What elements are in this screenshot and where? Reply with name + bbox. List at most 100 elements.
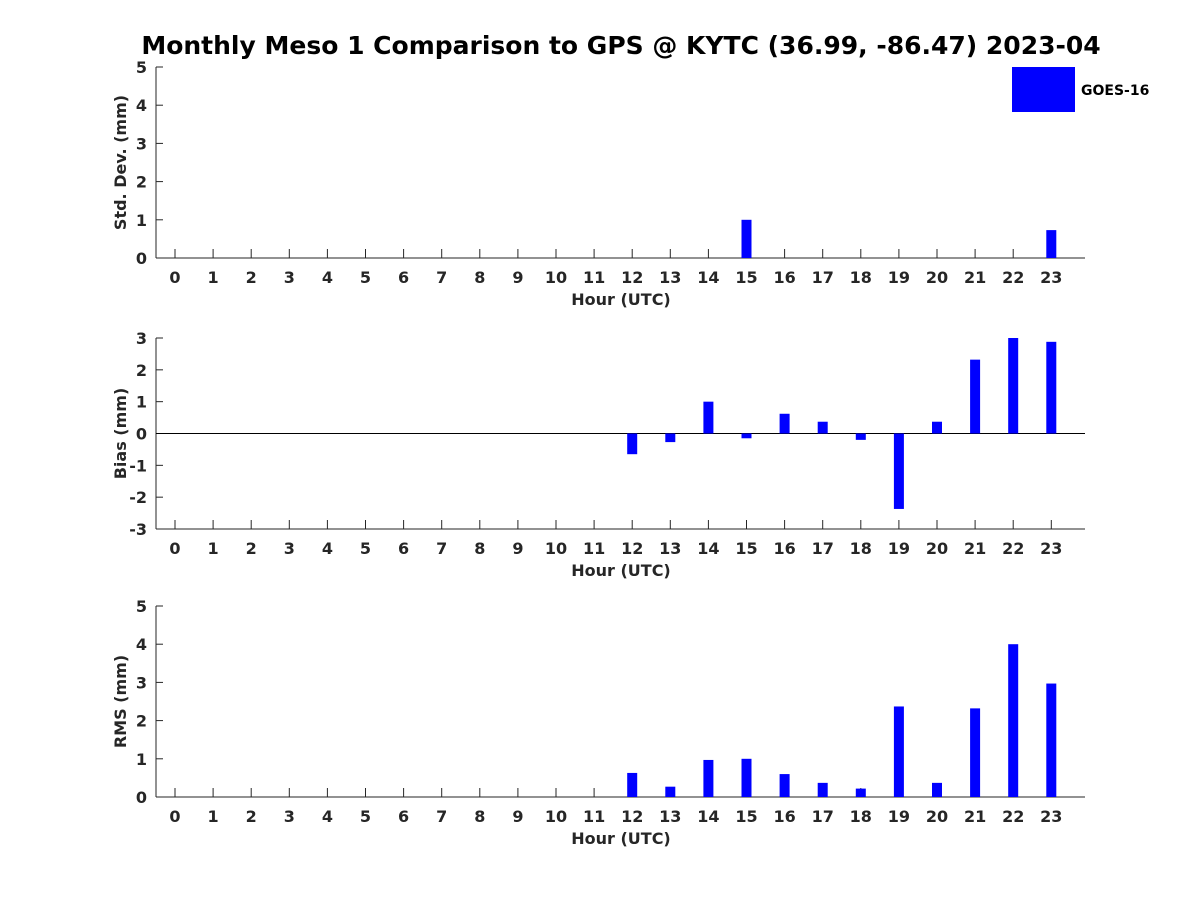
bar-hour-22	[1008, 338, 1019, 434]
bar-hour-20	[932, 421, 942, 434]
bar-hour-18	[855, 788, 866, 797]
x-tick-label: 18	[850, 807, 872, 826]
bar-hour-15	[741, 433, 752, 439]
x-tick-label: 13	[659, 268, 681, 287]
x-tick-label: 10	[545, 268, 567, 287]
bar-hour-16	[779, 774, 790, 797]
bar-hour-19	[893, 433, 904, 509]
legend: GOES-16	[1012, 67, 1149, 112]
y-tick-label: 1	[136, 211, 147, 230]
y-tick-label: -2	[129, 488, 147, 507]
x-tick-label: 17	[812, 807, 834, 826]
y-tick-label: 3	[136, 673, 147, 692]
x-tick-label: 18	[850, 539, 872, 558]
bar-hour-16	[779, 413, 790, 434]
x-tick-label: 22	[1002, 268, 1024, 287]
x-tick-label: 10	[545, 539, 567, 558]
x-tick-label: 9	[512, 539, 523, 558]
x-tick-label: 4	[322, 268, 333, 287]
x-tick-label: 20	[926, 807, 948, 826]
x-tick-label: 7	[436, 268, 447, 287]
y-tick-label: 2	[136, 361, 147, 380]
x-tick-label: 13	[659, 807, 681, 826]
bar-hour-15	[741, 219, 752, 258]
x-tick-label: 4	[322, 807, 333, 826]
bar-hour-17	[817, 421, 828, 434]
x-tick-label: 10	[545, 807, 567, 826]
x-axis-label: Hour (UTC)	[571, 290, 671, 309]
x-tick-label: 8	[474, 807, 485, 826]
x-tick-label: 14	[697, 268, 719, 287]
x-tick-label: 21	[964, 807, 986, 826]
y-tick-label: 5	[136, 597, 147, 616]
x-axis-label: Hour (UTC)	[571, 561, 671, 580]
bar-hour-13	[665, 433, 676, 443]
x-tick-label: 11	[583, 807, 605, 826]
x-tick-label: 1	[208, 807, 219, 826]
x-tick-label: 19	[888, 807, 910, 826]
y-tick-label: -1	[129, 456, 147, 475]
x-tick-label: 23	[1040, 268, 1062, 287]
x-tick-label: 1	[208, 268, 219, 287]
x-tick-label: 21	[964, 539, 986, 558]
x-tick-label: 14	[697, 539, 719, 558]
legend-swatch	[1012, 67, 1075, 112]
x-tick-label: 19	[888, 268, 910, 287]
x-tick-label: 11	[583, 268, 605, 287]
bar-hour-12	[627, 433, 638, 455]
bar-hour-21	[970, 359, 981, 434]
x-tick-label: 23	[1040, 539, 1062, 558]
y-axis-label: Std. Dev. (mm)	[111, 95, 130, 230]
x-tick-label: 5	[360, 539, 371, 558]
bar-hour-15	[741, 758, 752, 797]
figure-title: Monthly Meso 1 Comparison to GPS @ KYTC …	[141, 31, 1100, 60]
bar-hour-23	[1046, 683, 1057, 797]
x-tick-label: 7	[436, 807, 447, 826]
bar-hour-20	[932, 782, 942, 797]
x-tick-label: 17	[812, 539, 834, 558]
x-tick-label: 12	[621, 807, 643, 826]
x-tick-label: 16	[773, 268, 795, 287]
x-tick-label: 9	[512, 807, 523, 826]
y-tick-label: 0	[136, 788, 147, 807]
x-axis-label: Hour (UTC)	[571, 829, 671, 848]
x-tick-label: 7	[436, 539, 447, 558]
y-axis-label: Bias (mm)	[111, 388, 130, 480]
y-tick-label: 1	[136, 750, 147, 769]
y-tick-label: 0	[136, 249, 147, 268]
x-tick-label: 9	[512, 268, 523, 287]
x-tick-label: 15	[735, 539, 757, 558]
x-tick-label: 11	[583, 539, 605, 558]
x-tick-label: 3	[284, 539, 295, 558]
x-tick-label: 5	[360, 807, 371, 826]
x-tick-label: 20	[926, 539, 948, 558]
x-tick-label: 15	[735, 807, 757, 826]
y-axis-label: RMS (mm)	[111, 655, 130, 748]
y-tick-label: 3	[136, 134, 147, 153]
x-tick-label: 19	[888, 539, 910, 558]
x-tick-label: 17	[812, 268, 834, 287]
x-tick-label: 2	[246, 268, 257, 287]
x-tick-label: 15	[735, 268, 757, 287]
y-tick-label: 3	[136, 329, 147, 348]
y-tick-label: 1	[136, 393, 147, 412]
y-tick-label: 0	[136, 425, 147, 444]
x-tick-label: 2	[246, 807, 257, 826]
bar-hour-23	[1046, 230, 1057, 258]
x-tick-label: 3	[284, 268, 295, 287]
x-tick-label: 22	[1002, 539, 1024, 558]
x-tick-label: 23	[1040, 807, 1062, 826]
x-tick-label: 21	[964, 268, 986, 287]
x-tick-label: 0	[169, 807, 180, 826]
bar-hour-19	[893, 706, 904, 797]
x-tick-label: 2	[246, 539, 257, 558]
x-tick-label: 22	[1002, 807, 1024, 826]
x-tick-label: 18	[850, 268, 872, 287]
x-tick-label: 16	[773, 807, 795, 826]
